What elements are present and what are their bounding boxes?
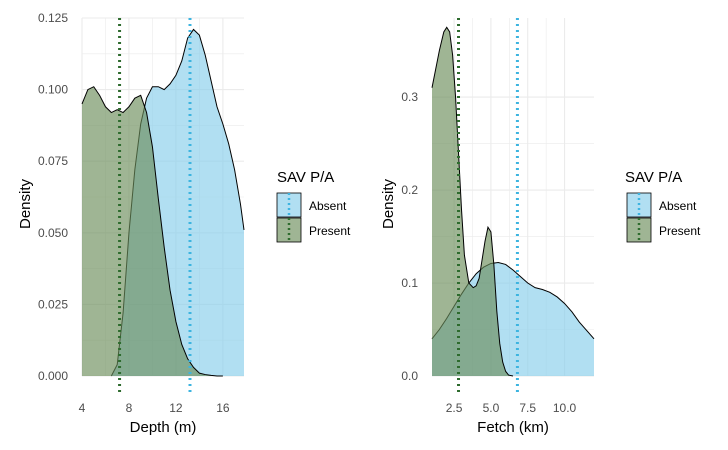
depth-y-tick-label: 0.025 bbox=[38, 297, 68, 311]
depth-legend-key-absent bbox=[276, 192, 302, 218]
depth-legend: SAV P/A Absent Present bbox=[276, 169, 351, 243]
fetch-legend-label-absent: Absent bbox=[659, 199, 697, 213]
fetch-legend-label-present: Present bbox=[659, 224, 701, 238]
depth-x-tick-label: 16 bbox=[216, 401, 230, 415]
depth-legend-label-present: Present bbox=[309, 224, 351, 238]
fetch-x-tick-label: 5.0 bbox=[483, 401, 500, 415]
depth-y-tick-label: 0.075 bbox=[38, 154, 68, 168]
fetch-legend-title: SAV P/A bbox=[625, 169, 682, 186]
fetch-x-tick-label: 10.0 bbox=[553, 401, 577, 415]
depth-x-tick-label: 4 bbox=[79, 401, 86, 415]
fetch-legend: SAV P/A Absent Present bbox=[625, 169, 701, 243]
depth-density-panel: 4 8 12 16 0.000 0.025 0.050 0.075 0.100 0.125 bbox=[38, 11, 245, 415]
fetch-density-panel: 2.5 5.0 7.5 10.0 0.0 0.1 0.2 0.3 bbox=[401, 18, 595, 415]
density-outline-present bbox=[431, 26, 514, 377]
depth-y-tick-label: 0.000 bbox=[38, 369, 68, 383]
density-area-present bbox=[432, 27, 513, 376]
depth-x-tick-label: 12 bbox=[169, 401, 183, 415]
fetch-y-tick-label: 0.1 bbox=[401, 276, 418, 290]
depth-y-tick-label: 0.050 bbox=[38, 226, 68, 240]
fetch-y-tick-label: 0.3 bbox=[401, 90, 418, 104]
depth-y-tick-label: 0.100 bbox=[38, 83, 68, 97]
depth-x-axis-title: Depth (m) bbox=[130, 419, 197, 436]
depth-x-tick-label: 8 bbox=[126, 401, 133, 415]
depth-legend-label-absent: Absent bbox=[309, 199, 347, 213]
fetch-legend-key-present bbox=[626, 217, 652, 243]
fetch-legend-key-absent bbox=[626, 192, 652, 218]
fetch-y-axis-title: Density bbox=[380, 178, 397, 229]
fetch-y-tick-label: 0.0 bbox=[401, 369, 418, 383]
fetch-y-tick-label: 0.2 bbox=[401, 183, 418, 197]
depth-legend-key-present bbox=[276, 217, 302, 243]
density-area-present bbox=[82, 86, 223, 377]
fetch-x-tick-label: 2.5 bbox=[446, 401, 463, 415]
depth-y-tick-label: 0.125 bbox=[38, 11, 68, 25]
density-outline-present bbox=[81, 86, 223, 377]
depth-y-axis-title: Density bbox=[17, 178, 34, 229]
fetch-x-axis-title: Fetch (km) bbox=[477, 419, 549, 436]
depth-legend-title: SAV P/A bbox=[277, 169, 334, 186]
fetch-x-tick-label: 7.5 bbox=[519, 401, 536, 415]
